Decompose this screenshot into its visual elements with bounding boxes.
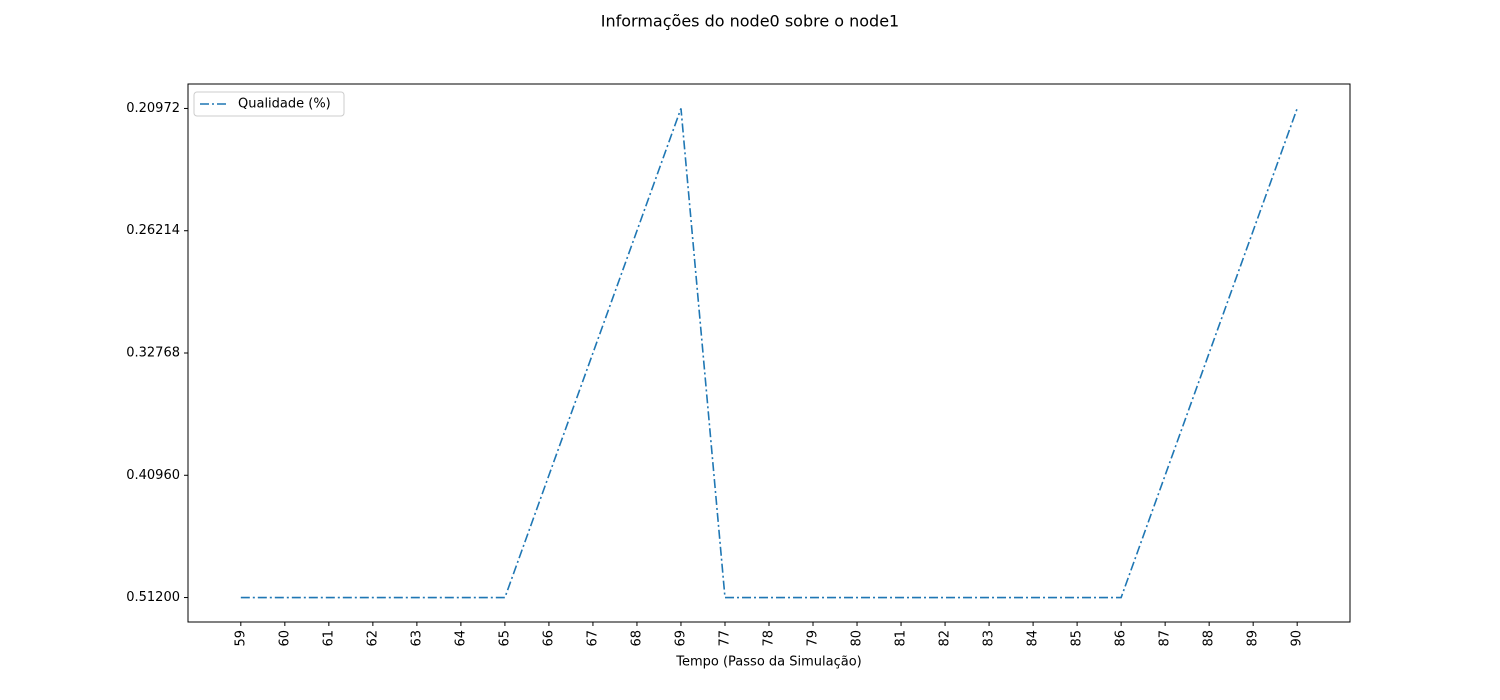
legend-box xyxy=(193,91,345,117)
x-tick-label: 88 xyxy=(1202,630,1217,647)
x-tick-label: 81 xyxy=(894,630,909,647)
x-tick-label: 64 xyxy=(453,630,468,647)
x-tick-label: 60 xyxy=(277,630,292,647)
y-tick-label: 0.26214 xyxy=(126,223,180,238)
chart-title: Informações do node0 sobre o node1 xyxy=(601,12,899,31)
x-tick-label: 77 xyxy=(717,630,732,647)
x-tick-label: 79 xyxy=(806,630,821,647)
data-line xyxy=(240,108,1298,599)
y-tick-label: 0.51200 xyxy=(126,590,180,605)
x-tick-label: 87 xyxy=(1158,630,1173,647)
x-tick-label: 85 xyxy=(1070,630,1085,647)
y-tick-label: 0.20972 xyxy=(126,101,180,116)
y-tick-label: 0.40960 xyxy=(126,468,180,483)
x-tick-label: 90 xyxy=(1290,630,1305,647)
x-tick-label: 89 xyxy=(1246,630,1261,647)
x-tick-label: 78 xyxy=(762,630,777,647)
legend-label: Qualidade (%) xyxy=(238,97,331,112)
x-tick-label: 84 xyxy=(1026,630,1041,647)
x-axis-label: Tempo (Passo da Simulação) xyxy=(675,655,862,670)
x-tick-label: 69 xyxy=(673,630,688,647)
x-tick-label: 66 xyxy=(541,630,556,647)
x-tick-label: 61 xyxy=(321,630,336,647)
x-tick-label: 68 xyxy=(629,630,644,647)
x-tick-label: 63 xyxy=(409,630,424,647)
x-tick-label: 86 xyxy=(1114,630,1129,647)
x-tick-label: 83 xyxy=(982,630,997,647)
x-tick-label: 59 xyxy=(233,630,248,647)
y-tick-label: 0.32768 xyxy=(126,346,180,361)
x-tick-label: 62 xyxy=(365,630,380,647)
x-tick-label: 67 xyxy=(585,630,600,647)
x-tick-label: 65 xyxy=(497,630,512,647)
x-tick-label: 80 xyxy=(850,630,865,647)
x-tick-label: 82 xyxy=(938,630,953,647)
